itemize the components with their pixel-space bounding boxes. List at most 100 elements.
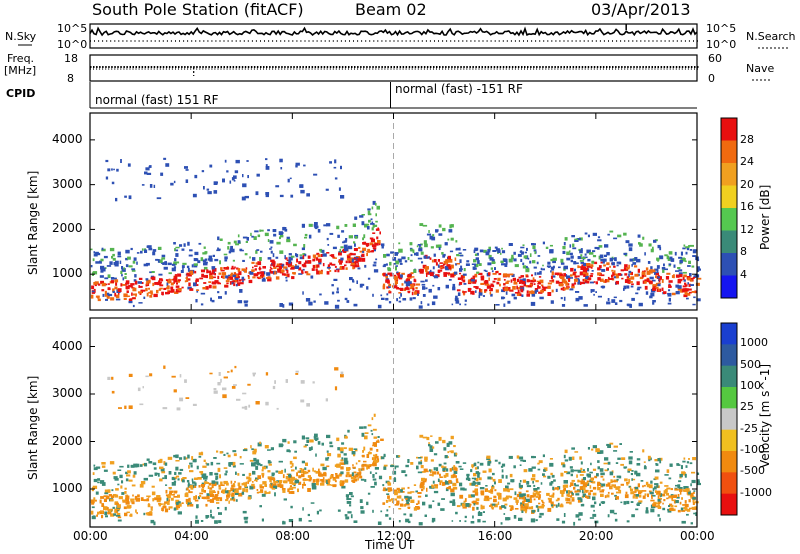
heatmap-cell [663,268,668,271]
heatmap-cell [642,485,644,488]
heatmap-cell [420,301,423,305]
heatmap-cell [120,270,123,274]
heatmap-cell [399,287,404,291]
heatmap-cell [228,464,232,467]
heatmap-cell [181,265,185,269]
heatmap-cell [367,424,372,427]
heatmap-cell [103,469,108,472]
heatmap-cell [580,266,585,270]
heatmap-cell [134,274,137,278]
heatmap-cell [103,498,107,502]
heatmap-cell [265,192,270,196]
heatmap-cell [565,497,569,502]
heatmap-cell [607,276,610,279]
heatmap-cell [157,472,160,477]
heatmap-cell [366,286,369,290]
heatmap-cell [380,510,383,513]
xtick-label: 20:00 [578,529,614,543]
heatmap-cell [691,265,695,268]
heatmap-cell [616,478,619,481]
heatmap-cell [531,506,534,510]
heatmap-cell [115,502,119,505]
heatmap-cell [533,249,537,252]
heatmap-cell [590,289,593,293]
heatmap-cell [298,267,302,271]
heatmap-cell [282,227,287,231]
xtick-label: 00:00 [73,529,108,543]
heatmap-cell [519,464,522,466]
heatmap-cell [388,301,392,304]
heatmap-cell [695,512,697,516]
heatmap-cell [461,278,463,281]
heatmap-cell [264,484,267,487]
heatmap-cell [255,250,258,254]
heatmap-cell [696,480,700,485]
heatmap-cell [356,472,362,476]
heatmap-cell [144,249,148,253]
heatmap-cell [200,257,204,262]
heatmap-cell [685,246,690,249]
heatmap-cell [295,373,299,375]
heatmap-cell [444,242,448,246]
heatmap-cell [429,469,433,472]
heatmap-cell [404,280,409,284]
heatmap-cell [638,242,642,245]
heatmap-cell [206,495,210,500]
heatmap-cell [459,281,463,285]
heatmap-cell [616,491,620,494]
heatmap-cell [671,499,676,502]
heatmap-cell [664,474,669,476]
heatmap-cell [110,513,115,517]
heatmap-cell [369,447,373,451]
heatmap-cell [418,522,423,526]
heatmap-cell [385,488,388,491]
heatmap-cell [681,520,686,524]
heatmap-cell [421,283,426,286]
heatmap-cell [143,499,148,502]
heatmap-cell [686,248,690,251]
heatmap-cell [462,488,467,491]
heatmap-cell [322,466,327,471]
heatmap-cell [450,264,454,269]
heatmap-cell [175,253,179,257]
heatmap-cell [548,499,552,503]
heatmap-cell [682,504,686,506]
heatmap-cell [539,512,544,516]
heatmap-cell [386,278,390,280]
heatmap-cell [686,508,691,512]
heatmap-cell [631,514,635,518]
heatmap-cell [175,261,180,264]
heatmap-cell [405,464,409,468]
heatmap-cell [211,299,215,303]
heatmap-cell [406,501,410,505]
heatmap-cell [221,272,227,276]
heatmap-cell [138,277,143,280]
heatmap-cell [401,498,404,502]
heatmap-cell [265,166,270,170]
heatmap-cell [594,261,598,265]
heatmap-cell [521,251,524,254]
heatmap-cell [422,485,425,490]
heatmap-cell [230,369,233,373]
colorbar-segment [721,185,737,209]
heatmap-cell [273,266,277,269]
heatmap-cell [256,274,259,277]
cpid-segment-1: normal (fast) 151 RF [95,93,219,107]
heatmap-cell [387,280,390,284]
heatmap-cell [337,234,340,238]
heatmap-cell [448,265,452,270]
heatmap-cell [570,267,574,272]
heatmap-cell [329,161,332,164]
heatmap-cell [127,285,130,288]
heatmap-cell [405,518,410,523]
heatmap-cell [324,301,329,305]
heatmap-cell [117,251,121,256]
heatmap-cell [558,266,561,269]
heatmap-cell [424,456,428,461]
heatmap-cell [503,303,506,307]
heatmap-cell [359,215,364,218]
heatmap-cell [175,246,180,249]
heatmap-cell [131,501,135,505]
heatmap-cell [215,497,220,499]
heatmap-cell [475,263,479,268]
